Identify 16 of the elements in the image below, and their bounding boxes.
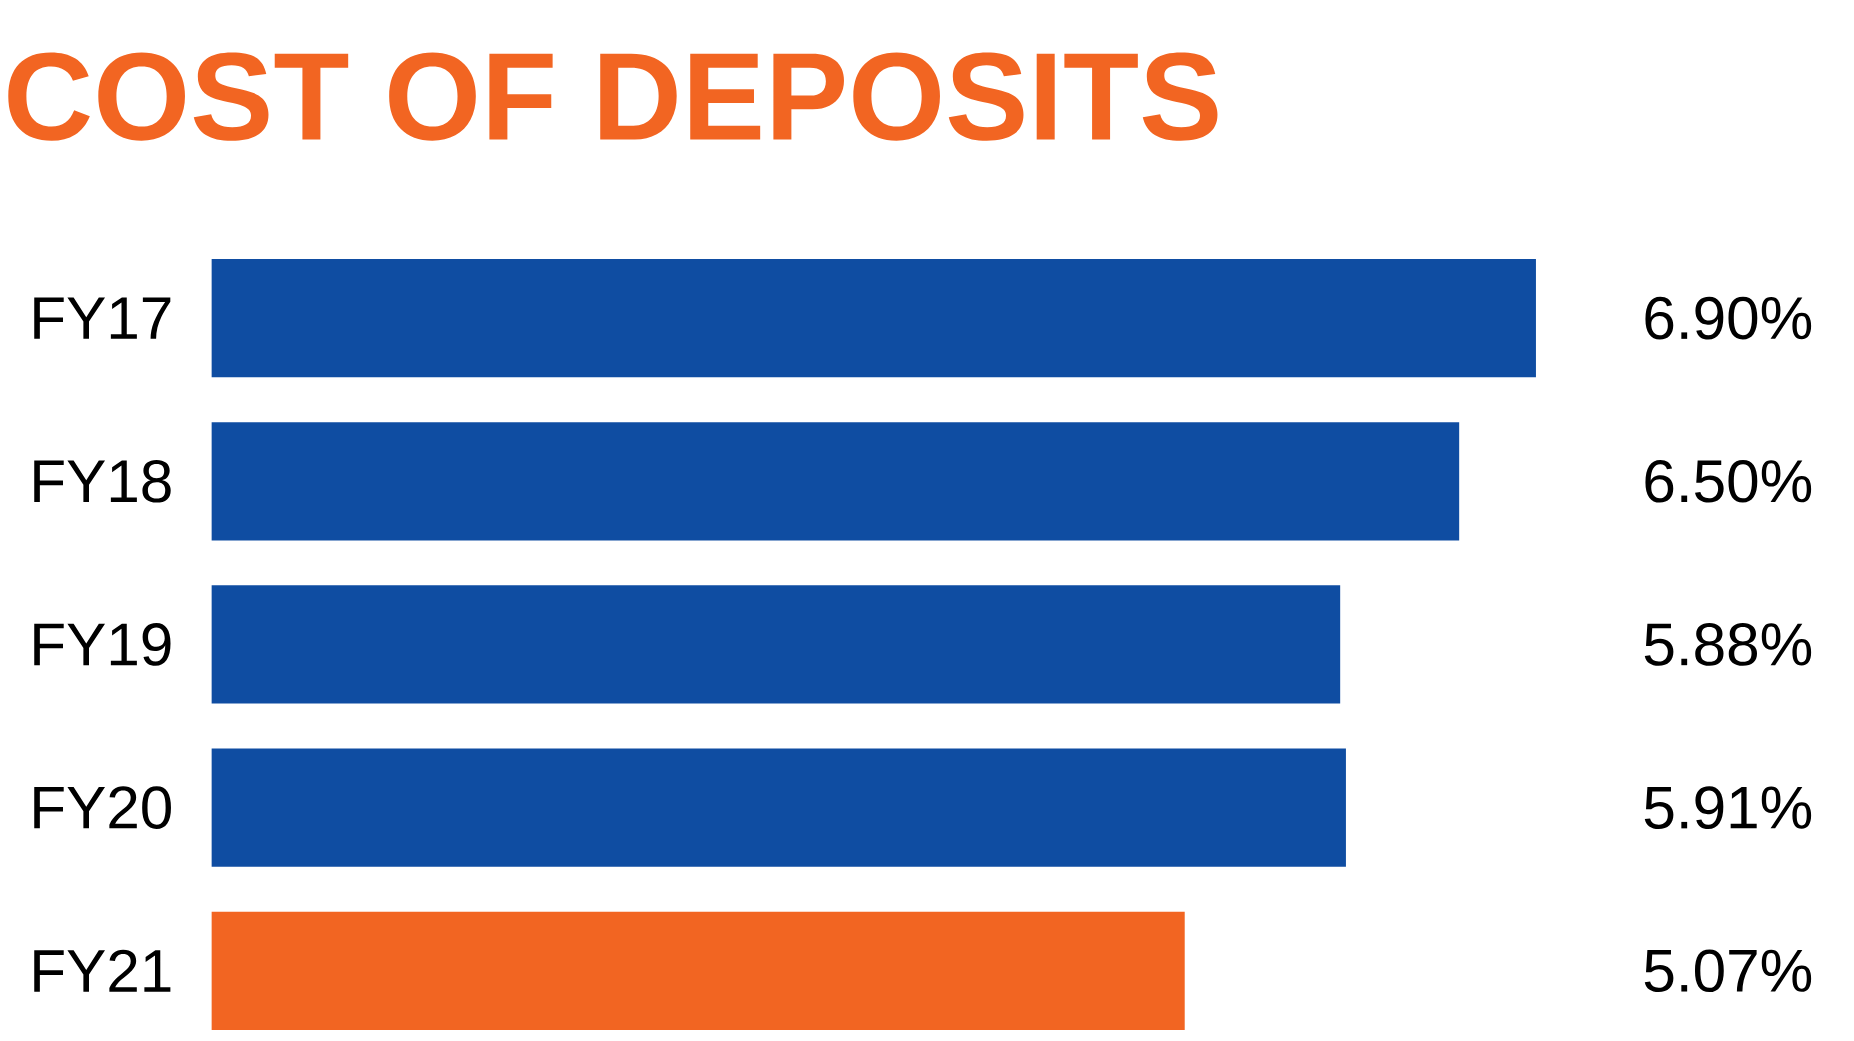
y-tick-label: FY18 — [34, 460, 171, 503]
y-tick-label: FY17 — [34, 297, 171, 340]
y-tick-label: FY21 — [34, 949, 171, 993]
chart-title: COST OF DEPOSITS — [8, 52, 1218, 141]
y-tick-label: FY19 — [34, 623, 171, 666]
data-label: 5.91% — [1644, 786, 1812, 830]
data-label: 5.07% — [1644, 949, 1812, 993]
bar — [211, 911, 1185, 1031]
bar — [211, 422, 1460, 541]
bar — [211, 259, 1536, 378]
y-tick-label: FY20 — [34, 786, 171, 830]
data-label: 6.50% — [1645, 460, 1812, 503]
data-label: 5.88% — [1644, 623, 1812, 666]
bar — [211, 748, 1346, 867]
bar — [211, 585, 1341, 704]
data-label: 6.90% — [1645, 296, 1812, 340]
